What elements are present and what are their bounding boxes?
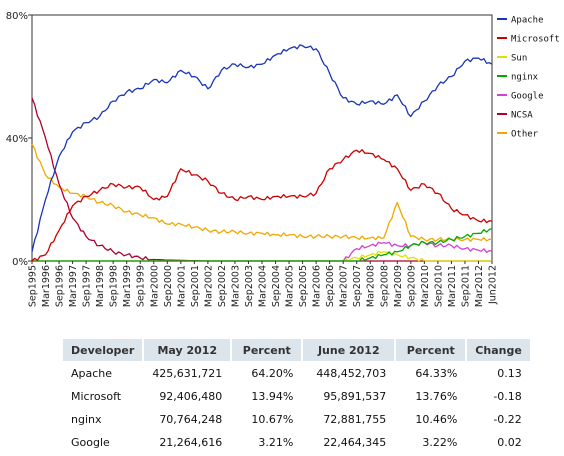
x-tick-label: Mar1998 (95, 265, 106, 307)
legend-label: Other (511, 130, 539, 140)
table-row: Microsoft 92,406,480 13.94% 95,891,537 1… (63, 386, 530, 407)
header-may-2012: May 2012 (144, 339, 231, 361)
axis-layer: 80%40%0%Sep1995 Mar1996 Sep1996 Mar1997 Sep1… (6, 11, 499, 307)
x-tick-label: Mar2010 (420, 265, 431, 307)
x-tick-label: Mar2008 (366, 265, 377, 307)
cell-may-percent: 13.94% (251, 390, 294, 403)
x-tick-label: Mar2007 (339, 265, 350, 307)
cell-developer: nginx (71, 413, 102, 426)
cell-may-percent: 64.20% (251, 367, 294, 380)
x-tick-label: Sep2011 (460, 265, 471, 307)
x-tick-label: Sep2002 (217, 265, 228, 307)
x-tick-label: Sep2009 (406, 265, 417, 307)
cell-change: -0.18 (493, 390, 522, 403)
x-tick-label: Sep1996 (55, 265, 66, 307)
x-tick-label: Mar2009 (393, 265, 404, 307)
cell-may-count: 21,264,616 (159, 436, 223, 449)
cell-change: -0.22 (493, 413, 522, 426)
cell-june-percent: 10.46% (415, 413, 458, 426)
header-percent-june: Percent (396, 339, 466, 361)
cell-change: 0.13 (497, 367, 522, 380)
x-tick-label: Sep2001 (190, 265, 201, 307)
cell-june-count: 22,464,345 (323, 436, 387, 449)
x-tick-label: Mar2006 (312, 265, 323, 307)
x-tick-label: Sep2003 (244, 265, 255, 307)
cell-may-percent: 3.21% (258, 436, 294, 449)
header-developer: Developer (63, 339, 143, 361)
y-tick-label: 40% (6, 134, 28, 145)
market-share-table: Developer May 2012 Percent June 2012 Per… (61, 337, 532, 455)
x-tick-label: Mar2011 (447, 265, 458, 307)
cell-june-count: 72,881,755 (323, 413, 387, 426)
x-tick-label: Sep1995 (28, 265, 39, 307)
cell-developer: Microsoft (71, 390, 122, 403)
plot-area (31, 14, 493, 262)
cell-june-count: 95,891,537 (323, 390, 387, 403)
x-tick-label: Sep2010 (433, 265, 444, 307)
web-server-share-chart: 80% 40% 0% Sep1995 Mar1996 Sep1996 Mar1997 Sep1… (6, 11, 560, 307)
cell-may-count: 92,406,480 (159, 390, 223, 403)
table-row: Apache 425,631,721 64.20% 448,452,703 64… (63, 363, 530, 384)
x-tick-label: Sep1998 (109, 265, 120, 307)
plot-frame (31, 14, 493, 262)
x-tick-label: Mar1996 (41, 265, 52, 307)
series-line-other (31, 143, 493, 242)
header-percent-may: Percent (232, 339, 302, 361)
cell-june-percent: 13.76% (415, 390, 458, 403)
x-tick-label: Sep2007 (352, 265, 363, 307)
x-tick-label: Sep2005 (298, 265, 309, 307)
x-tick-label: Jun2012 (488, 265, 499, 305)
cell-change: 0.02 (497, 436, 522, 449)
x-tick-label: Sep1999 (136, 265, 147, 307)
x-tick-label: Mar1997 (68, 265, 79, 307)
x-tick-label: Mar2005 (285, 265, 296, 307)
table-header-row: Developer May 2012 Percent June 2012 Per… (63, 339, 530, 361)
x-tick-label: Mar2000 (149, 265, 160, 307)
x-tick-label: Sep2006 (325, 265, 336, 307)
chart-canvas: 80%40%0%Sep1995 Mar1996 Sep1996 Mar1997 Sep1… (6, 11, 560, 307)
table-row: Google 21,264,616 3.21% 22,464,345 3.22%… (63, 432, 530, 453)
legend-label: Microsoft (511, 35, 560, 45)
series-line-microsoft (31, 149, 493, 262)
x-tick-label: Mar2004 (258, 265, 269, 307)
legend-label: Apache (511, 16, 544, 26)
legend-label: Sun (511, 54, 527, 64)
legend: Apache Microsoft Sun nginx Google NCSA Other (497, 16, 560, 140)
cell-may-count: 425,631,721 (152, 367, 223, 380)
x-tick-label: Mar1999 (122, 265, 133, 307)
x-tick-label: Mar2001 (176, 265, 187, 307)
cell-june-count: 448,452,703 (316, 367, 387, 380)
header-change: Change (467, 339, 530, 361)
cell-june-percent: 64.33% (415, 367, 458, 380)
legend-label: nginx (511, 73, 539, 83)
cell-may-count: 70,764,248 (159, 413, 223, 426)
table-row: nginx 70,764,248 10.67% 72,881,755 10.46… (63, 409, 530, 430)
x-tick-label: Sep2004 (271, 265, 282, 307)
cell-may-percent: 10.67% (251, 413, 294, 426)
x-tick-label: Sep2000 (163, 265, 174, 307)
x-tick-label: Sep2008 (379, 265, 390, 307)
y-tick-label: 80% (6, 11, 28, 22)
cell-developer: Google (71, 436, 110, 449)
x-tick-label: Mar2003 (230, 265, 241, 307)
cell-developer: Apache (71, 367, 113, 380)
x-tick-label: Mar2002 (203, 265, 214, 307)
legend-label: NCSA (511, 111, 533, 121)
legend-label: Google (511, 92, 544, 102)
header-june-2012: June 2012 (303, 339, 395, 361)
y-tick-label: 0% (12, 257, 28, 268)
x-tick-label: Mar2012 (474, 265, 485, 307)
series-line-apache (31, 44, 493, 252)
x-tick-label: Sep1997 (82, 265, 93, 307)
cell-june-percent: 3.22% (422, 436, 458, 449)
